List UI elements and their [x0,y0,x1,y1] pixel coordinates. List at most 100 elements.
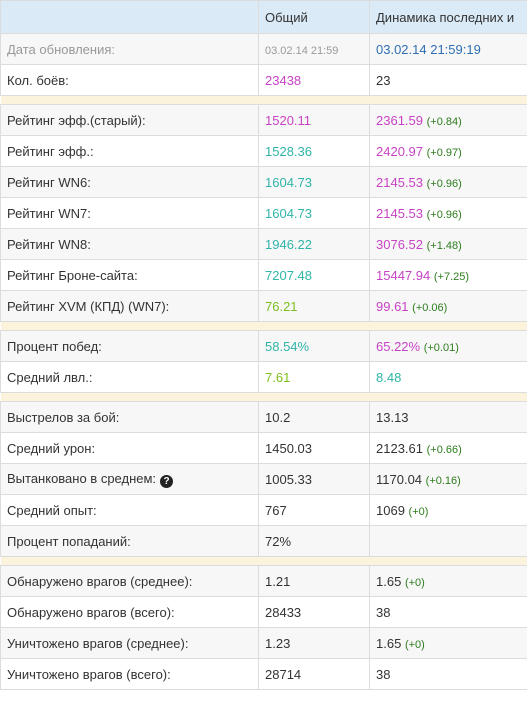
row-label: Рейтинг WN7: [0,197,259,229]
table-row: Уничтожено врагов (всего): 28714 38 [0,658,527,690]
wn8-dynamics: 3076.52 [376,236,423,252]
armor-total: 7207.48 [265,267,312,283]
tanked-total: 1005.33 [265,471,312,487]
dmg-total: 1450.03 [265,440,312,456]
row-label: Процент попаданий: [0,525,259,557]
dmg-dynamics: 2123.61 [376,440,423,456]
row-label: Рейтинг WN6: [0,166,259,198]
shots-total: 10.2 [265,409,291,425]
eff-old-dynamics: 2361.59 [376,112,423,128]
kill-avg-total: 1.23 [265,635,291,651]
battles-dynamics: 23 [376,72,391,88]
hit-total: 72% [265,533,292,549]
header-dynamics: Динамика последних и [369,0,527,34]
xp-delta: (+0) [408,505,429,518]
section-separator [0,95,527,105]
kill-all-total: 28714 [265,666,302,682]
battles-total: 23438 [265,72,302,88]
eff-old-delta: (+0.84) [426,115,462,128]
help-icon[interactable]: ? [160,474,174,488]
xvm-dynamics: 99.61 [376,298,409,314]
avg-lvl-dynamics: 8.48 [376,369,402,385]
kill-avg-dynamics: 1.65 [376,635,402,651]
eff-total: 1528.36 [265,143,312,159]
table-row: Процент побед: 58.54% 65.22% (+0.01) [0,330,527,362]
kill-all-dynamics: 38 [376,666,391,682]
table-row: Рейтинг WN7: 1604.73 2145.53 (+0.96) [0,197,527,229]
wn6-dynamics: 2145.53 [376,174,423,190]
wins-delta: (+0.01) [423,341,459,354]
table-row: Уничтожено врагов (среднее): 1.23 1.65 (… [0,627,527,659]
table-row: Средний лвл.: 7.61 8.48 [0,361,527,393]
row-label: Уничтожено врагов (всего): [0,658,259,690]
wn7-dynamics: 2145.53 [376,205,423,221]
row-label: Обнаружено врагов (всего): [0,596,259,628]
row-label: Процент побед: [0,330,259,362]
row-label: Вытанковано в среднем:? [0,463,259,495]
update-date-total: 03.02.14 21:59 [265,44,339,57]
wn8-total: 1946.22 [265,236,312,252]
table-row: Рейтинг XVM (КПД) (WN7): 76.21 99.61 (+0… [0,290,527,322]
dmg-delta: (+0.66) [426,443,462,456]
spot-avg-dynamics: 1.65 [376,573,402,589]
table-row: Рейтинг эфф.: 1528.36 2420.97 (+0.97) [0,135,527,167]
kill-avg-delta: (+0) [404,638,425,651]
armor-delta: (+7.25) [433,270,470,283]
row-label: Уничтожено врагов (среднее): [0,627,259,659]
table-row: Обнаружено врагов (всего): 28433 38 [0,596,527,628]
section-separator [0,321,527,331]
wn6-delta: (+0.96) [426,177,462,190]
xvm-delta: (+0.06) [412,301,448,314]
row-label: Средний опыт: [0,494,259,526]
row-label: Средний урон: [0,432,259,464]
tanked-label: Вытанковано в среднем: [7,470,157,486]
header-total: Общий [258,0,370,34]
row-label: Рейтинг WN8: [0,228,259,260]
xp-total: 767 [265,502,287,518]
armor-dynamics: 15447.94 [376,267,431,283]
table-row: Процент попаданий: 72% [0,525,527,557]
update-date-dynamics: 03.02.14 21:59:19 [376,41,481,57]
row-label: Выстрелов за бой: [0,401,259,433]
table-row: Дата обновления: 03.02.14 21:59 03.02.14… [0,33,527,65]
table-row: Кол. боёв: 23438 23 [0,64,527,96]
table-row: Рейтинг Броне-сайта: 7207.48 15447.94 (+… [0,259,527,291]
shots-dynamics: 13.13 [376,409,409,425]
row-label: Кол. боёв: [0,64,259,96]
header-empty [0,0,259,34]
table-row: Рейтинг WN8: 1946.22 3076.52 (+1.48) [0,228,527,260]
eff-old-total: 1520.11 [265,112,312,128]
row-label: Рейтинг эфф.(старый): [0,104,259,136]
wn8-delta: (+1.48) [426,239,462,252]
row-label: Рейтинг Броне-сайта: [0,259,259,291]
wn7-total: 1604.73 [265,205,312,221]
table-row: Выстрелов за бой: 10.2 13.13 [0,401,527,433]
spot-all-dynamics: 38 [376,604,391,620]
tanked-delta: (+0.16) [425,474,461,487]
table-row: Обнаружено врагов (среднее): 1.21 1.65 (… [0,565,527,597]
tanked-dynamics: 1170.04 [376,471,423,487]
wn7-delta: (+0.96) [426,208,462,221]
table-header: Общий Динамика последних и [0,0,527,34]
row-label: Обнаружено врагов (среднее): [0,565,259,597]
spot-all-total: 28433 [265,604,302,620]
row-label: Рейтинг XVM (КПД) (WN7): [0,290,259,322]
section-separator [0,556,527,566]
table-row: Рейтинг WN6: 1604.73 2145.53 (+0.96) [0,166,527,198]
eff-delta: (+0.97) [426,146,462,159]
wins-dynamics: 65.22% [376,338,421,354]
row-label: Средний лвл.: [0,361,259,393]
spot-avg-delta: (+0) [404,576,425,589]
avg-lvl-total: 7.61 [265,369,291,385]
section-separator [0,392,527,402]
wins-total: 58.54% [265,338,310,354]
table-row: Средний урон: 1450.03 2123.61 (+0.66) [0,432,527,464]
wn6-total: 1604.73 [265,174,312,190]
row-label: Рейтинг эфф.: [0,135,259,167]
table-row: Рейтинг эфф.(старый): 1520.11 2361.59 (+… [0,104,527,136]
spot-avg-total: 1.21 [265,573,291,589]
table-row: Средний опыт: 767 1069 (+0) [0,494,527,526]
table-row: Вытанковано в среднем:? 1005.33 1170.04 … [0,463,527,495]
xvm-total: 76.21 [265,298,298,314]
